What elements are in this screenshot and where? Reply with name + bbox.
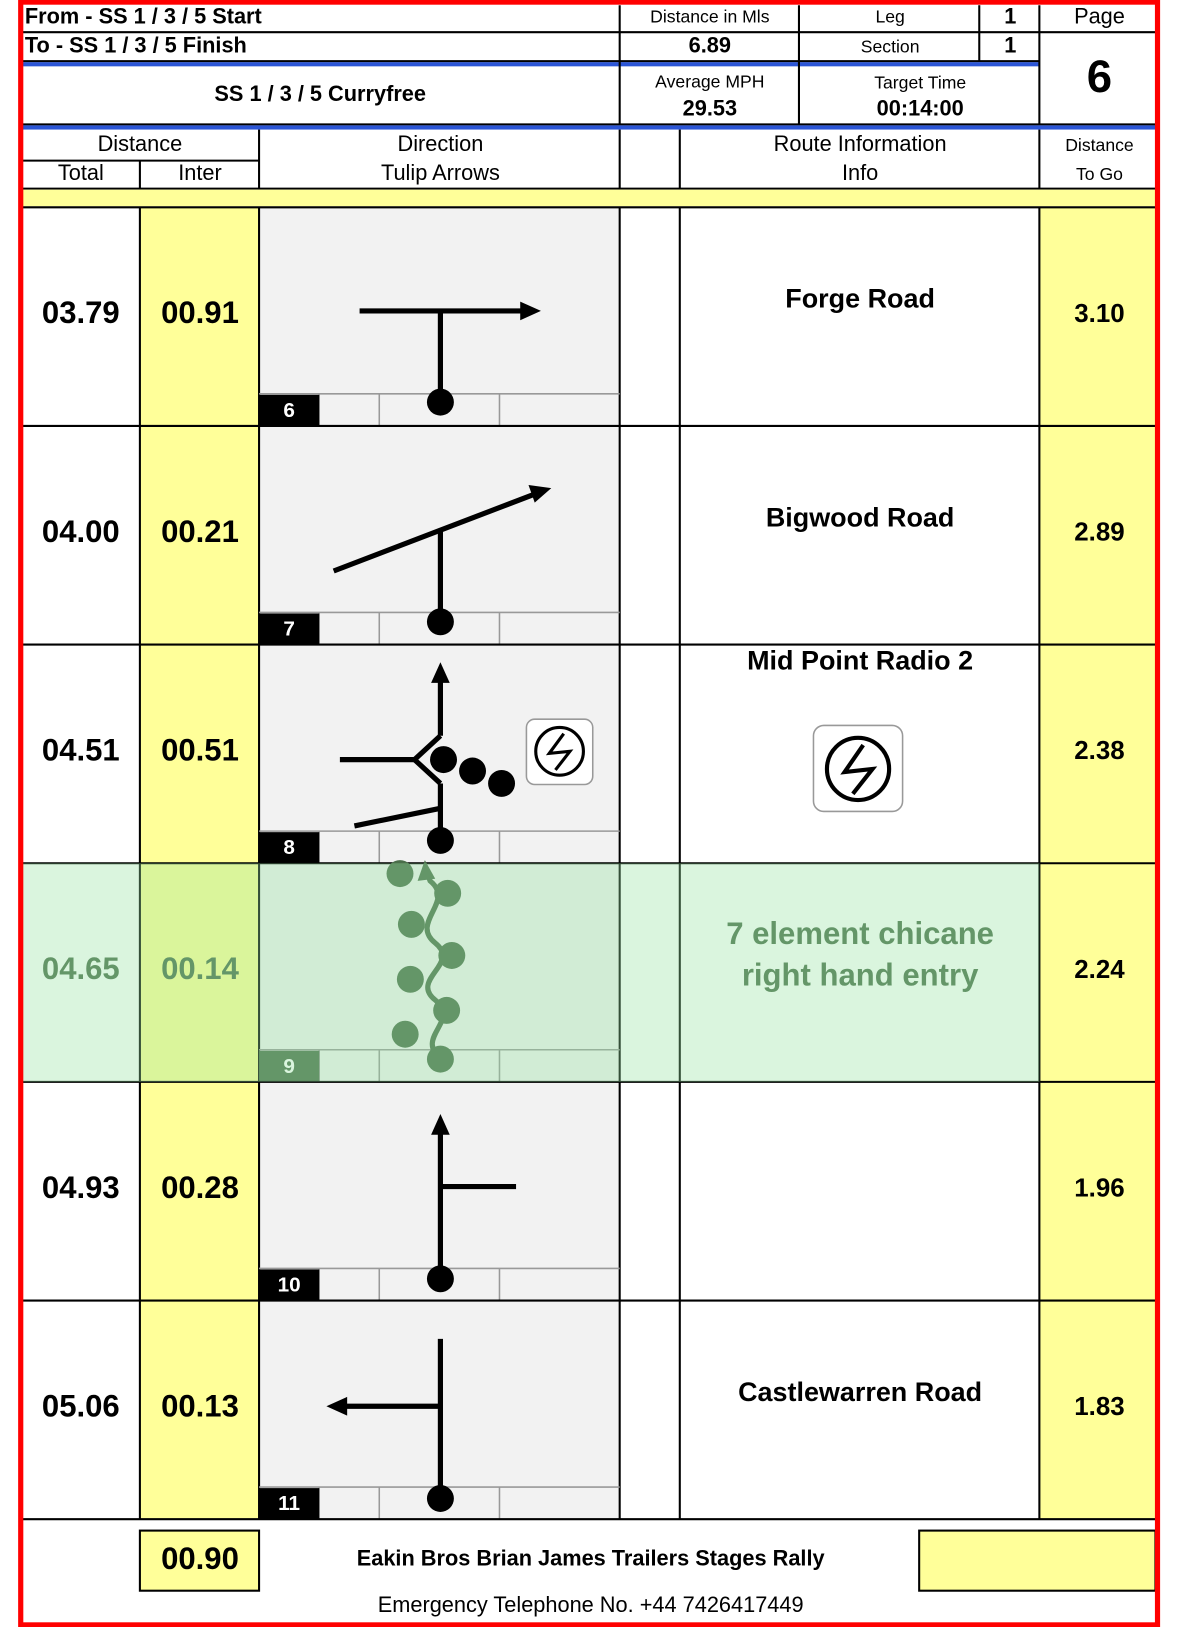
inter-cell (139, 425, 260, 645)
route-info: Bigwood Road (766, 502, 955, 532)
route-info: right hand entry (742, 957, 979, 992)
page-number: 6 (1087, 51, 1112, 102)
leg: 1 (1004, 3, 1016, 28)
to-go-cell (1039, 207, 1158, 426)
col-tulip: Tulip Arrows (381, 160, 500, 185)
col-info: Info (842, 160, 878, 185)
inter: 00.28 (161, 1170, 239, 1205)
total: 03.79 (42, 295, 120, 330)
inter-cell (139, 1300, 260, 1520)
inter: 00.21 (161, 514, 239, 549)
number-box (259, 613, 320, 645)
col-to-go-1: Distance (1065, 135, 1134, 155)
page-border (18, 0, 1161, 1627)
to-go: 2.89 (1074, 519, 1124, 547)
total: 05.06 (42, 1389, 120, 1424)
to-go: 2.38 (1074, 737, 1124, 765)
route-info: Mid Point Radio 2 (747, 645, 973, 675)
total: 04.93 (42, 1170, 120, 1205)
tulip-10 (426, 1114, 517, 1293)
route-info: Castlewarren Road (738, 1377, 982, 1407)
col-inter: Inter (178, 160, 222, 185)
inter: 00.51 (161, 733, 239, 768)
tulip-number: 7 (283, 618, 295, 641)
distance-label: Distance in Mls (650, 6, 770, 26)
number-box (259, 394, 320, 426)
tulip-number: 6 (283, 399, 295, 422)
event: Eakin Bros Brian James Trailers Stages R… (357, 1545, 825, 1570)
inter-cell (139, 207, 260, 426)
tulip-number: 8 (283, 836, 295, 859)
tulip-8 (339, 662, 594, 854)
page-label: Page (1074, 3, 1125, 28)
total: 04.51 (42, 733, 120, 768)
to-go-cell (1039, 863, 1158, 1082)
to-go-cell (1039, 644, 1158, 864)
tulip-number: 10 (278, 1274, 301, 1297)
inter: 00.14 (161, 951, 239, 986)
tulip-number: 11 (278, 1492, 300, 1515)
to-go: 1.96 (1074, 1175, 1124, 1203)
highlight (22, 863, 1040, 1082)
number-box (259, 1269, 320, 1301)
spacer-strip (22, 189, 1158, 207)
from: From - SS 1 / 3 / 5 Start (25, 3, 262, 28)
to-go: 2.24 (1074, 956, 1125, 984)
avg: 29.53 (683, 96, 737, 121)
number-box (259, 1050, 320, 1082)
emergency: Emergency Telephone No. +44 7426417449 (378, 1592, 804, 1617)
to-go: 3.10 (1074, 300, 1124, 328)
col-distance: Distance (98, 131, 183, 156)
inter-cell (139, 863, 260, 1082)
section: 1 (1004, 32, 1016, 57)
tulip-diagrams (326, 301, 594, 1512)
tulip-7 (332, 485, 552, 636)
col-direction: Direction (398, 131, 484, 156)
stage: SS 1 / 3 / 5 Curryfree (214, 81, 426, 106)
leg-label: Leg (875, 6, 904, 26)
to-go-cell (1039, 1300, 1158, 1520)
inter-cell (139, 1081, 260, 1301)
tulip-9 (386, 860, 466, 1073)
avg-label: Average MPH (655, 72, 764, 92)
inter-cell (139, 644, 260, 864)
col-to-go-2: To Go (1076, 164, 1123, 184)
target: 00:14:00 (877, 96, 964, 121)
to-go-cell (1039, 425, 1158, 645)
number-box (259, 832, 320, 864)
distance: 6.89 (689, 32, 731, 57)
total: 04.65 (42, 951, 120, 986)
rows: 6 03.79 00.91 3.10 Forge Road 7 04.00 00.21 2.89… (22, 206, 1158, 1520)
inter: 00.13 (161, 1389, 239, 1424)
tulip-6 (359, 301, 541, 416)
tulip-11 (326, 1338, 454, 1512)
section-label: Section (861, 36, 920, 56)
footer-grid (22, 1518, 1158, 1592)
col-route: Route Information (774, 131, 947, 156)
col-total: Total (58, 160, 104, 185)
radio-icon (812, 724, 904, 813)
route-info: Forge Road (785, 284, 935, 314)
inter-total: 00.90 (161, 1541, 239, 1576)
tulip-number: 9 (283, 1055, 295, 1078)
header-grid (22, 5, 1158, 190)
inter: 00.91 (161, 295, 239, 330)
target-label: Target Time (874, 73, 966, 93)
number-box (259, 1488, 320, 1520)
to-go-cell (1039, 1081, 1158, 1301)
total: 04.00 (42, 514, 120, 549)
to: To - SS 1 / 3 / 5 Finish (25, 32, 247, 57)
to-go: 1.83 (1074, 1393, 1124, 1421)
route-info: 7 element chicane (726, 916, 994, 951)
